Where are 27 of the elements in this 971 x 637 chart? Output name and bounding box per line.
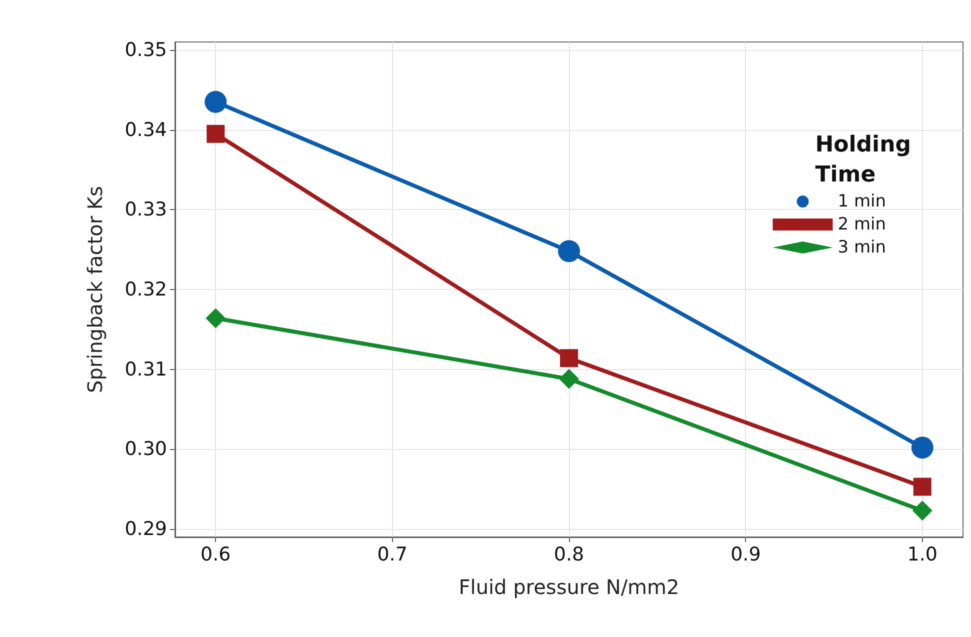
x-axis-title: Fluid pressure N/mm2 [458, 575, 680, 599]
x-tick-label: 1.0 [907, 544, 938, 566]
x-tick-label: 0.7 [377, 544, 408, 566]
y-tick-label: 0.29 [124, 518, 167, 540]
point [913, 478, 932, 496]
legend-label: 2 min [838, 214, 886, 234]
point [912, 500, 932, 521]
point [206, 308, 226, 328]
legend-label: 1 min [838, 192, 886, 212]
point [204, 90, 227, 113]
y-tick-label: 0.35 [124, 38, 167, 61]
y-tick-label: 0.31 [124, 358, 167, 380]
y-tick-label: 0.32 [124, 278, 167, 300]
y-tick-label: 0.30 [124, 438, 167, 460]
point [911, 436, 934, 459]
point [206, 124, 225, 143]
point [559, 368, 579, 389]
x-tick-label: 0.8 [554, 544, 584, 566]
y-axis-title: Springback factor Ks [83, 186, 107, 393]
y-tick-label: 0.34 [124, 118, 167, 141]
point [560, 349, 578, 368]
legend-label: 3 min [838, 238, 886, 258]
point [558, 240, 580, 262]
y-tick-label: 0.33 [124, 198, 167, 221]
x-tick-label: 0.6 [200, 544, 231, 566]
legend-title: Holding Time [815, 132, 912, 188]
x-tick-label: 0.9 [730, 544, 761, 566]
